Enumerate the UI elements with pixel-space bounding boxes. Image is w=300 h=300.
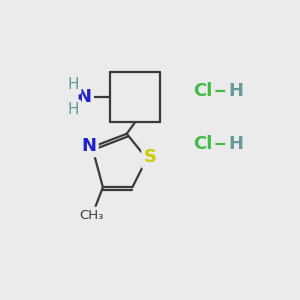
Text: Cl: Cl <box>193 82 213 100</box>
Text: Cl: Cl <box>193 135 213 153</box>
Text: N: N <box>76 88 91 106</box>
Text: N: N <box>81 136 96 154</box>
Text: CH₃: CH₃ <box>79 209 103 222</box>
Text: H: H <box>68 77 79 92</box>
Text: H: H <box>228 135 243 153</box>
Text: H: H <box>228 82 243 100</box>
Text: S: S <box>144 148 157 166</box>
Text: H: H <box>68 102 79 117</box>
